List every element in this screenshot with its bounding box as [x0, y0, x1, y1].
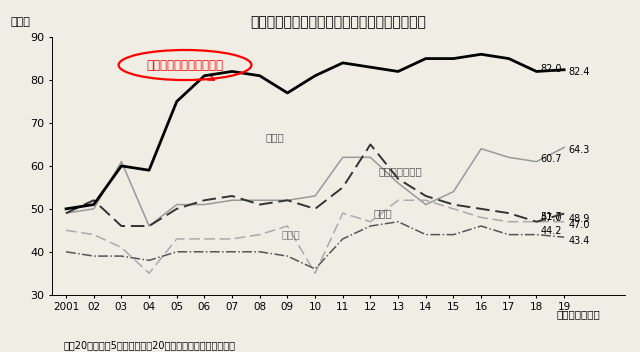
Text: 主体性: 主体性: [266, 132, 284, 142]
Text: 60.7: 60.7: [541, 155, 562, 164]
Text: 43.4: 43.4: [568, 235, 589, 246]
Text: コミュニケーション能力: コミュニケーション能力: [147, 58, 223, 71]
Text: チャレンジ精神: チャレンジ精神: [379, 166, 422, 177]
Text: 48.9: 48.9: [568, 214, 589, 224]
Text: 47.0: 47.0: [541, 213, 562, 223]
Text: 44.2: 44.2: [541, 226, 562, 236]
Text: 誠実性: 誠実性: [282, 229, 301, 239]
Text: 協調性: 協調性: [373, 208, 392, 218]
Text: 47.0: 47.0: [568, 220, 590, 230]
Title: 「選考時に重視する要素」の上位５項目の推移: 「選考時に重視する要素」の上位５項目の推移: [251, 15, 426, 29]
Text: （年入社対象）: （年入社対象）: [557, 309, 600, 319]
Y-axis label: （％）: （％）: [11, 17, 31, 27]
Text: 82.4: 82.4: [568, 67, 590, 77]
Text: 注：20項目かど5つを選択。＠20項目の詳細は６頁を参照。: 注：20項目かど5つを選択。＠20項目の詳細は６頁を参照。: [64, 340, 236, 351]
Text: 51.7: 51.7: [541, 212, 562, 221]
Text: 82.0: 82.0: [541, 64, 562, 74]
Text: 64.3: 64.3: [568, 145, 589, 155]
